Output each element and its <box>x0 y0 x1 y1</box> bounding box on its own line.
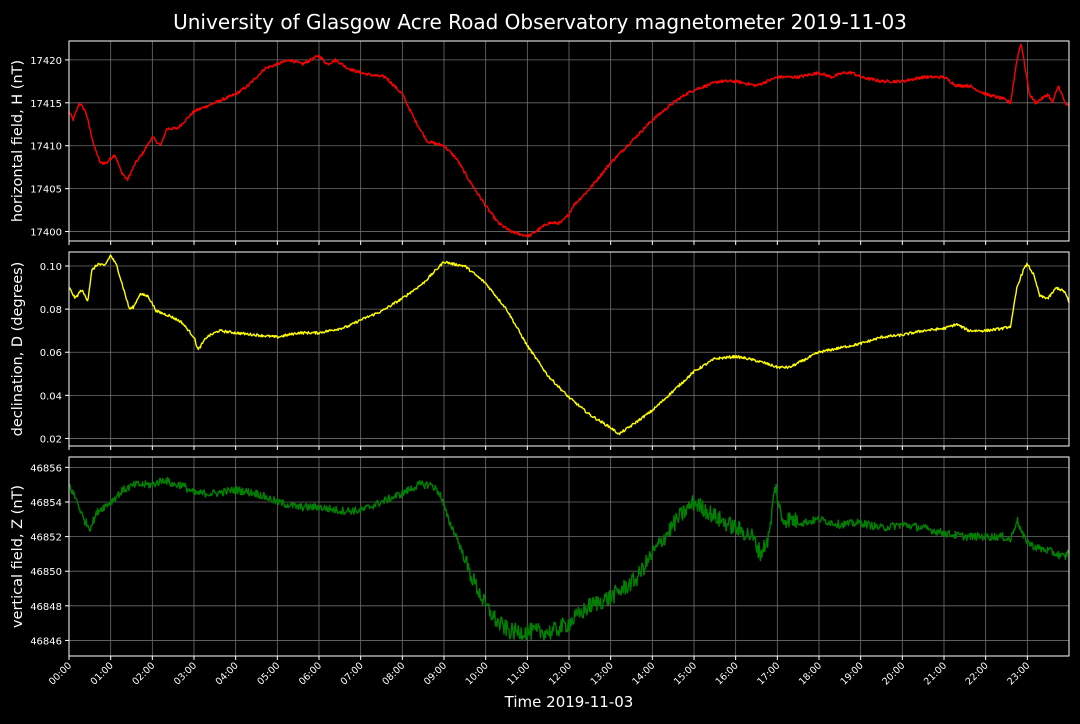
y-tick-label: 17420 <box>30 56 62 67</box>
x-tick-label: 20:00 <box>880 660 907 687</box>
panel-3: 46846 46848 46850 46852 46854 46856 vertical f… <box>10 456 1070 660</box>
x-tick-label: 10:00 <box>464 660 491 687</box>
x-tick-label: 14:00 <box>630 660 657 687</box>
x-tick-label: 07:00 <box>339 660 366 687</box>
x-tick-label: 21:00 <box>922 660 949 687</box>
y-tick-label: 46856 <box>30 463 62 474</box>
y-tick-label: 0.08 <box>40 305 62 316</box>
y-tick-label: 17410 <box>30 142 62 153</box>
x-tick-label: 19:00 <box>839 660 866 687</box>
x-tick-label: 22:00 <box>964 660 991 687</box>
series-line-H <box>68 43 1070 238</box>
x-tick-label: 06:00 <box>297 660 324 687</box>
x-tick-label: 03:00 <box>172 660 199 687</box>
y-tick-label: 46854 <box>30 498 62 509</box>
y-axis-label: vertical field, Z (nT) <box>10 485 26 628</box>
x-tick-label: 12:00 <box>547 660 574 687</box>
y-tick-label: 17400 <box>30 228 62 239</box>
y-tick-label: 17405 <box>30 185 62 196</box>
series-line-D <box>68 254 1070 436</box>
series-line-Z <box>68 476 1070 641</box>
x-tick-label: 02:00 <box>130 660 157 687</box>
axes-frame <box>68 40 1070 242</box>
y-tick-label: 0.06 <box>40 348 62 359</box>
axes-frame <box>68 456 1070 657</box>
x-tick-label: 23:00 <box>1005 660 1032 687</box>
x-tick-label: 16:00 <box>714 660 741 687</box>
chart-title: University of Glasgow Acre Road Observat… <box>173 10 907 34</box>
y-tick-label: 46846 <box>30 636 62 647</box>
panel-2: 0.02 0.04 0.06 0.08 0.10 declination, D (degr… <box>10 251 1070 450</box>
y-tick-label: 46848 <box>30 602 62 613</box>
x-tick-label: 01:00 <box>89 660 116 687</box>
x-tick-label: 18:00 <box>797 660 824 687</box>
x-tick-label: 13:00 <box>589 660 616 687</box>
panel-1: 17400 17405 17410 17415 17420 horizontal fiel… <box>10 40 1070 245</box>
x-tick-label: 09:00 <box>422 660 449 687</box>
y-axis-label: declination, D (degrees) <box>10 262 26 437</box>
y-tick-label: 0.02 <box>40 434 62 445</box>
x-tick-label: 00:00 <box>47 660 74 687</box>
y-tick-label: 0.04 <box>40 391 62 402</box>
axes-frame <box>68 251 1070 447</box>
x-tick-label: 08:00 <box>380 660 407 687</box>
y-axis-label: horizontal field, H (nT) <box>10 60 26 222</box>
y-tick-label: 17415 <box>30 99 62 110</box>
y-tick-label: 46850 <box>30 567 62 578</box>
y-tick-label: 0.10 <box>40 262 62 273</box>
x-tick-label: 11:00 <box>505 660 532 687</box>
x-tick-label: 05:00 <box>255 660 282 687</box>
y-tick-label: 46852 <box>30 533 62 544</box>
x-axis-label: Time 2019-11-03 <box>504 693 634 711</box>
x-tick-label: 04:00 <box>214 660 241 687</box>
x-tick-label: 17:00 <box>755 660 782 687</box>
x-tick-label: 15:00 <box>672 660 699 687</box>
